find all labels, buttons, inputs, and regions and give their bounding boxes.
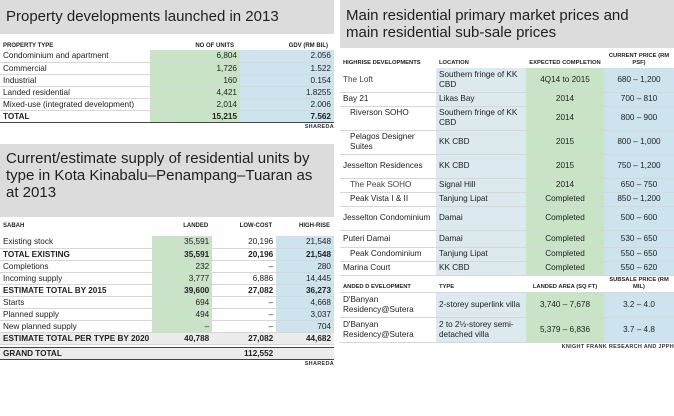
table-row: Starts 694 – 4,668	[0, 296, 334, 309]
col-price: CURRENT PRICE (RM PSF)	[608, 53, 670, 66]
panel-prices: Main residential primary market prices a…	[340, 0, 674, 350]
table-row: Commercial 1,726 1.522	[0, 62, 334, 75]
col-gdv: GDV (RM BIL)	[288, 43, 328, 49]
col-sabah: SABAH	[3, 223, 25, 229]
source-label: KNIGHT FRANK RESEARCH AND JPPH	[561, 343, 674, 350]
table-row: Jesselton Residences KK CBD 2015 750 – 1…	[340, 154, 674, 179]
source-label: SHAREDA	[304, 123, 334, 130]
table-row: The Loft Southern fringe of KK CBD 4Q14 …	[340, 68, 674, 93]
col-highrise: HIGHRISE DEVELOPMENTS	[343, 60, 421, 66]
col-completion: EXPECTED COMPLETION	[529, 60, 601, 66]
col-high-rise: HIGH-RISE	[298, 223, 330, 229]
col-subsale-price: SUBSALE PRICE (RM MIL)	[604, 275, 674, 293]
col-property-type: PROPERTY TYPE	[3, 43, 54, 49]
panel-supply: Current/estimate supply of residential u…	[0, 144, 334, 367]
grand-total-row: GRAND TOTAL 112,552	[0, 346, 334, 360]
col-low-cost: LOW-COST	[239, 223, 273, 229]
table-row: ESTIMATE TOTAL BY 2015 39,600 27,082 36,…	[0, 284, 334, 297]
table-row: Peak Condominium Tanjung Lipat Completed…	[340, 247, 674, 262]
table-row: Industrial 160 0.154	[0, 74, 334, 87]
table-row: Riverson SOHO Southern fringe of KK CBD …	[340, 106, 674, 131]
panel3-title: Main residential primary market prices a…	[340, 0, 674, 48]
col-type: TYPE	[436, 275, 526, 293]
supply-table: SABAH LANDED LOW-COST HIGH-RISE Existing…	[0, 222, 334, 360]
table-row: New planned supply – – 704	[0, 320, 334, 333]
table-row: Peak Vista I & II Tanjung Lipat Complete…	[340, 192, 674, 207]
panel1-title: Property developments launched in 2013	[0, 0, 334, 34]
panel3-title-line2: main residential sub-sale prices	[346, 24, 557, 41]
panel3-title-line1: Main residential primary market prices a…	[346, 7, 629, 24]
table-row: Planned supply 494 – 3,037	[0, 308, 334, 321]
table-row: Puteri Damai Damai Completed 530 – 650	[340, 230, 674, 248]
table-row: Incoming supply 3,777 6,886 14,445	[0, 272, 334, 285]
table-row: Marina Court KK CBD Completed 550 – 620	[340, 261, 674, 276]
table-row: D'Banyan Residency@Sutera 2-storey super…	[340, 292, 674, 318]
table-row: Pelagos Designer Suites KK CBD 2015 800 …	[340, 130, 674, 155]
table-row: Completions 232 – 280	[0, 260, 334, 273]
table-row: D'Banyan Residency@Sutera 2 to 2½-storey…	[340, 317, 674, 343]
table-row: The Peak SOHO Signal Hill 2014 650 – 750	[340, 178, 674, 193]
table-row: Bay 21 Likas Bay 2014 700 – 810	[340, 92, 674, 107]
col-units: NO OF UNITS	[195, 43, 234, 49]
panel-property-developments: Property developments launched in 2013 P…	[0, 0, 334, 130]
table-row: Condominium and apartment 6,804 2.056	[0, 50, 334, 63]
table-row: Landed residential 4,421 1.8255	[0, 86, 334, 99]
property-table: PROPERTY TYPE NO OF UNITS GDV (RM BIL) C…	[0, 42, 334, 123]
table-row: Jesselton Condominium Damai Completed 50…	[340, 206, 674, 231]
table-row: TOTAL EXISTING 35,591 20,196 21,548	[0, 248, 334, 261]
col-landed-development: ANDED D EVELOPMENT	[340, 275, 436, 293]
table-row: ESTIMATE TOTAL PER TYPE BY 2020 40,788 2…	[0, 332, 334, 345]
total-row: TOTAL 15,215 7.562	[0, 109, 334, 123]
panel2-title: Current/estimate supply of residential u…	[0, 144, 334, 217]
prices-table: HIGHRISE DEVELOPMENTS LOCATION EXPECTED …	[340, 52, 674, 343]
col-landed: LANDED	[183, 223, 209, 229]
table-row: Existing stock 35,591 20,196 21,548	[0, 236, 334, 249]
col-location: LOCATION	[439, 60, 469, 66]
table-row: Mixed-use (integrated development) 2,014…	[0, 98, 334, 111]
source-label: SHAREDA	[304, 360, 334, 367]
col-landed-area: LANDED AREA (SQ FT)	[526, 275, 604, 293]
